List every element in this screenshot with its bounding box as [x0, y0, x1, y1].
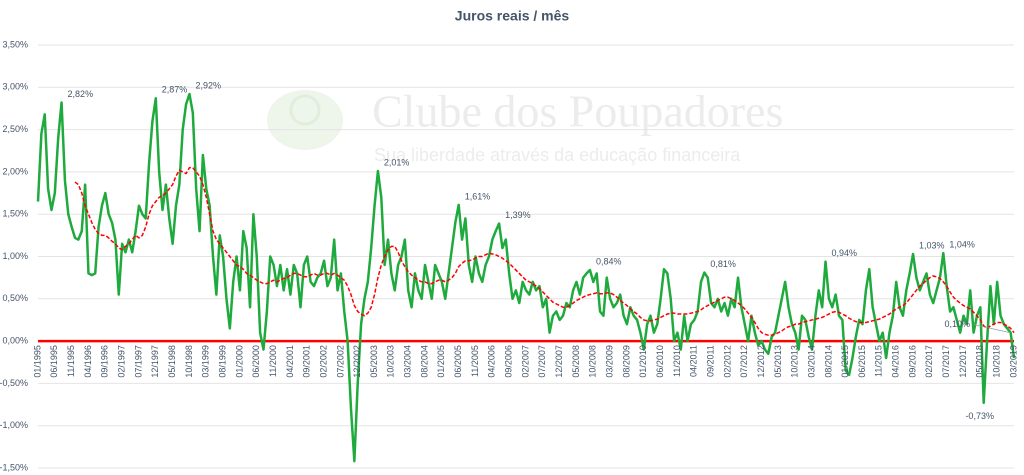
y-tick-label: -1,00% [0, 420, 28, 430]
watermark-title: Clube dos Poupadores [372, 86, 783, 137]
x-tick-label: 03/2019 [1008, 345, 1018, 378]
x-tick-label: 02/2017 [924, 345, 934, 378]
x-tick-label: 07/2007 [537, 345, 547, 378]
x-tick-label: 04/2011 [689, 345, 699, 377]
data-label: 0,84% [596, 256, 622, 266]
x-tick-label: 07/2002 [335, 345, 345, 378]
x-tick-label: 10/2018 [992, 345, 1002, 378]
data-label: 1,03% [919, 240, 945, 250]
x-tick-label: 02/2007 [520, 345, 530, 378]
x-tick-label: 10/2003 [386, 345, 396, 378]
x-tick-label: 07/2017 [941, 345, 951, 378]
x-tick-label: 09/2001 [302, 345, 312, 378]
x-tick-label: 05/2008 [571, 345, 581, 378]
x-tick-label: 06/2015 [857, 345, 867, 378]
x-tick-label: 07/1997 [133, 345, 143, 378]
label-leader [973, 324, 1011, 333]
x-tick-label: 01/2010 [638, 345, 648, 378]
x-tick-label: 07/2012 [739, 345, 749, 378]
y-tick-label: -0,50% [0, 378, 28, 388]
x-tick-label: 11/1995 [66, 345, 76, 377]
data-label: 1,04% [949, 239, 975, 249]
y-tick-label: 0,00% [2, 335, 28, 345]
x-tick-label: 01/2015 [840, 345, 850, 378]
x-tick-label: 06/2000 [251, 345, 261, 378]
x-tick-label: 05/1998 [167, 345, 177, 378]
x-tick-label: 02/1997 [117, 345, 127, 378]
data-label: 2,92% [195, 80, 221, 90]
x-tick-label: 11/2015 [874, 345, 884, 377]
x-tick-label: 09/2011 [705, 345, 715, 377]
x-tick-label: 04/2006 [487, 345, 497, 378]
x-tick-label: 05/2013 [773, 345, 783, 378]
x-tick-label: 11/2005 [470, 345, 480, 377]
x-tick-label: 06/2010 [655, 345, 665, 378]
x-tick-label: 09/1996 [100, 345, 110, 378]
x-tick-label: 04/2001 [285, 345, 295, 378]
y-tick-label: -1,50% [0, 462, 28, 472]
x-tick-label: 10/1998 [184, 345, 194, 378]
x-tick-label: 09/2006 [504, 345, 514, 378]
x-tick-label: 10/2013 [790, 345, 800, 378]
data-label: 2,82% [68, 89, 94, 99]
y-tick-label: 0,50% [2, 293, 28, 303]
y-tick-label: 2,00% [2, 166, 28, 176]
x-tick-label: 01/2005 [436, 345, 446, 378]
x-tick-label: 03/2009 [605, 345, 615, 378]
x-tick-label: 01/1995 [32, 345, 42, 378]
x-tick-label: 08/2014 [823, 345, 833, 378]
x-tick-label: 04/2016 [891, 345, 901, 378]
x-tick-label: 05/2018 [975, 345, 985, 378]
plot [36, 92, 1016, 463]
y-tick-label: 1,00% [2, 251, 28, 261]
x-tick-label: 03/2014 [806, 345, 816, 378]
y-tick-label: 3,00% [2, 82, 28, 92]
x-tick-label: 08/2004 [419, 345, 429, 378]
data-label: -0,73% [965, 411, 994, 421]
data-label: 0,94% [832, 248, 858, 258]
x-tick-label: 05/2003 [369, 345, 379, 378]
x-tick-label: 12/1997 [150, 345, 160, 378]
x-tick-label: 08/2009 [621, 345, 631, 378]
x-tick-label: 03/1999 [201, 345, 211, 378]
x-tick-label: 12/2017 [958, 345, 968, 378]
x-tick-label: 02/2002 [318, 345, 328, 378]
data-label: 2,01% [384, 157, 410, 167]
series-line [36, 92, 1016, 463]
x-tick-label: 12/2002 [352, 345, 362, 378]
x-tick-label: 11/2010 [672, 345, 682, 377]
y-tick-label: 1,50% [2, 209, 28, 219]
x-tick-label: 11/2000 [268, 345, 278, 377]
x-tick-label: 06/2005 [453, 345, 463, 378]
data-label: 2,87% [162, 85, 188, 95]
data-label: 0,10% [944, 319, 970, 329]
x-tick-label: 03/2004 [403, 345, 413, 378]
y-tick-label: 3,50% [2, 39, 28, 49]
x-tick-label: 01/2000 [234, 345, 244, 378]
x-tick-label: 04/1996 [83, 345, 93, 378]
chart-title: Juros reais / mês [455, 8, 570, 24]
y-tick-label: 2,50% [2, 124, 28, 134]
data-label: 1,61% [465, 191, 491, 201]
watermark-logo [267, 90, 343, 150]
series-line [74, 166, 1015, 336]
x-tick-label: 09/2016 [907, 345, 917, 378]
data-label: 0,81% [710, 259, 736, 269]
x-tick-label: 08/1999 [217, 345, 227, 378]
x-tick-label: 12/2012 [756, 345, 766, 378]
data-label: 1,39% [505, 210, 531, 220]
x-tick-label: 12/2007 [554, 345, 564, 378]
watermark-subtitle: Sua liberdade através da educação financ… [374, 145, 741, 165]
x-tick-label: 10/2008 [588, 345, 598, 378]
x-tick-label: 02/2012 [722, 345, 732, 378]
x-tick-label: 06/1995 [49, 345, 59, 378]
